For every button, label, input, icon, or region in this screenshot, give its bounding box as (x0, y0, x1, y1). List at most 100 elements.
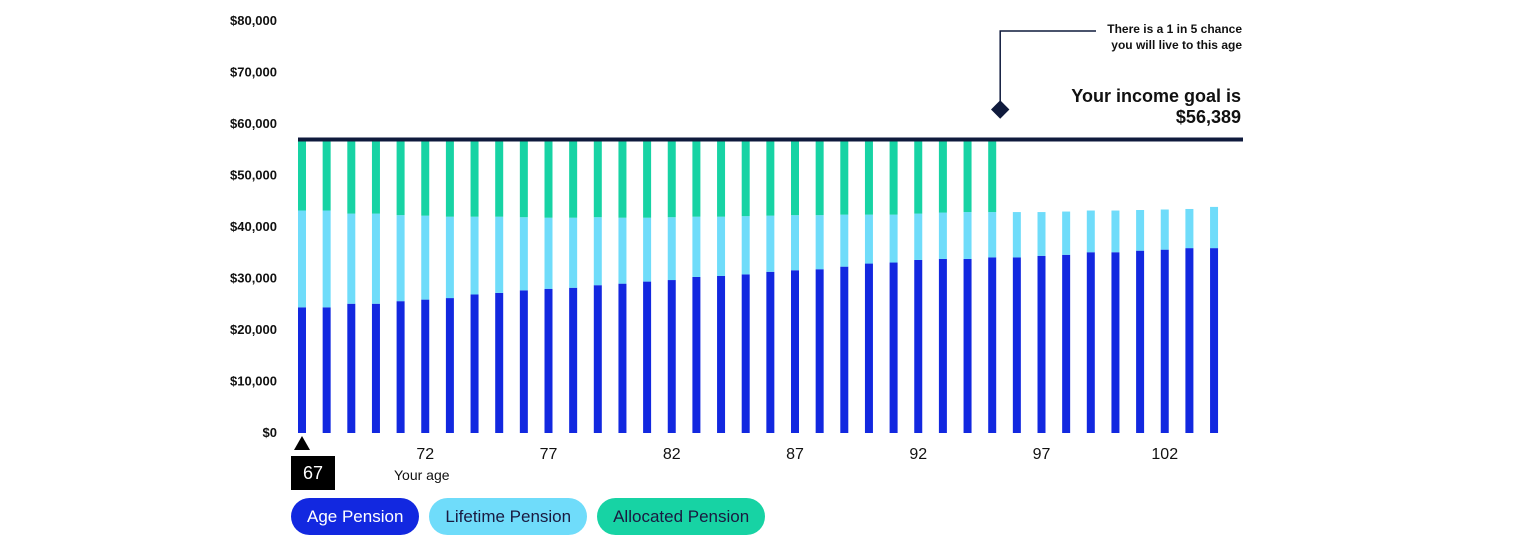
allocated-pension-bar[interactable] (889, 138, 898, 215)
age-pension-bar[interactable] (445, 298, 454, 433)
age-pension-bar[interactable] (815, 269, 824, 433)
allocated-pension-bar[interactable] (445, 138, 454, 217)
lifetime-pension-bar[interactable] (396, 215, 405, 302)
allocated-pension-bar[interactable] (470, 138, 479, 217)
allocated-pension-bar[interactable] (791, 138, 799, 216)
lifetime-pension-bar[interactable] (840, 214, 849, 267)
age-pension-bar[interactable] (889, 262, 898, 433)
allocated-pension-bar[interactable] (519, 138, 528, 218)
lifetime-pension-bar[interactable] (741, 216, 750, 275)
allocated-pension-bar[interactable] (667, 138, 676, 218)
allocated-pension-bar[interactable] (396, 138, 405, 216)
lifetime-pension-bar[interactable] (1136, 210, 1145, 251)
age-pension-bar[interactable] (963, 258, 972, 433)
allocated-pension-bar[interactable] (544, 138, 553, 218)
allocated-pension-bar[interactable] (643, 138, 652, 218)
lifetime-pension-bar[interactable] (519, 217, 528, 291)
age-pension-bar[interactable] (1012, 257, 1021, 433)
lifetime-pension-bar[interactable] (643, 217, 652, 282)
age-pension-bar[interactable] (692, 276, 701, 433)
lifetime-pension-bar[interactable] (717, 216, 726, 276)
age-pension-bar[interactable] (667, 280, 676, 433)
lifetime-pension-bar[interactable] (1160, 209, 1169, 250)
lifetime-pension-bar[interactable] (544, 217, 553, 289)
allocated-pension-bar[interactable] (371, 138, 380, 214)
lifetime-pension-bar[interactable] (988, 212, 997, 258)
lifetime-pension-bar[interactable] (667, 217, 676, 281)
age-pension-bar[interactable] (914, 259, 923, 433)
age-pension-bar[interactable] (495, 292, 504, 433)
lifetime-pension-bar[interactable] (1012, 212, 1021, 258)
lifetime-pension-bar[interactable] (593, 217, 602, 286)
lifetime-pension-bar[interactable] (864, 214, 873, 264)
allocated-pension-bar[interactable] (864, 138, 873, 215)
lifetime-pension-bar[interactable] (1185, 208, 1194, 249)
allocated-pension-bar[interactable] (692, 138, 701, 217)
allocated-pension-bar[interactable] (593, 138, 602, 218)
allocated-pension-bar[interactable] (963, 138, 972, 213)
allocated-pension-bar[interactable] (569, 138, 578, 218)
lifetime-pension-bar[interactable] (963, 212, 972, 259)
allocated-pension-bar[interactable] (347, 138, 356, 214)
allocated-pension-bar[interactable] (766, 138, 775, 216)
allocated-pension-bar[interactable] (495, 139, 504, 217)
age-pension-bar[interactable] (618, 283, 627, 433)
lifetime-pension-bar[interactable] (421, 215, 430, 300)
lifetime-pension-bar[interactable] (914, 213, 923, 260)
life-expectancy-diamond-marker[interactable] (991, 100, 1010, 119)
age-pension-bar[interactable] (396, 301, 405, 433)
age-pension-bar[interactable] (298, 307, 306, 433)
lifetime-pension-bar[interactable] (815, 215, 824, 270)
allocated-pension-bar[interactable] (322, 138, 331, 211)
age-pension-bar[interactable] (1086, 252, 1095, 433)
age-pension-bar[interactable] (470, 294, 479, 433)
lifetime-pension-bar[interactable] (889, 214, 898, 263)
age-pension-bar[interactable] (988, 257, 997, 433)
legend-age-pension-button[interactable]: Age Pension (291, 498, 420, 535)
age-pension-bar[interactable] (1111, 252, 1120, 433)
lifetime-pension-bar[interactable] (618, 217, 627, 284)
lifetime-pension-bar[interactable] (470, 216, 479, 295)
lifetime-pension-bar[interactable] (1037, 212, 1046, 256)
allocated-pension-bar[interactable] (618, 138, 627, 218)
lifetime-pension-bar[interactable] (495, 216, 504, 293)
lifetime-pension-bar[interactable] (766, 215, 775, 272)
lifetime-pension-bar[interactable] (1111, 210, 1120, 253)
age-pension-bar[interactable] (544, 288, 553, 433)
age-pension-bar[interactable] (371, 303, 380, 433)
allocated-pension-bar[interactable] (421, 138, 430, 216)
age-pension-bar[interactable] (569, 287, 578, 433)
age-pension-bar[interactable] (1062, 254, 1071, 433)
age-pension-bar[interactable] (519, 290, 528, 433)
age-pension-bar[interactable] (1210, 248, 1219, 433)
lifetime-pension-bar[interactable] (1086, 210, 1095, 253)
age-pension-bar[interactable] (766, 271, 775, 433)
lifetime-pension-bar[interactable] (791, 215, 799, 271)
allocated-pension-bar[interactable] (914, 138, 923, 214)
age-pension-bar[interactable] (741, 274, 750, 433)
lifetime-pension-bar[interactable] (692, 216, 701, 277)
lifetime-pension-bar[interactable] (1210, 206, 1219, 249)
age-pension-bar[interactable] (1160, 249, 1169, 433)
age-pension-bar[interactable] (322, 307, 331, 433)
allocated-pension-bar[interactable] (717, 138, 726, 217)
age-pension-bar[interactable] (1136, 250, 1145, 433)
age-pension-bar[interactable] (864, 263, 873, 433)
lifetime-pension-bar[interactable] (347, 213, 356, 304)
lifetime-pension-bar[interactable] (938, 212, 947, 259)
allocated-pension-bar[interactable] (938, 138, 947, 213)
allocated-pension-bar[interactable] (840, 138, 849, 215)
allocated-pension-bar[interactable] (988, 138, 997, 213)
age-pension-bar[interactable] (938, 258, 947, 433)
legend-allocated-pension-button[interactable]: Allocated Pension (597, 498, 766, 535)
age-pension-bar[interactable] (717, 275, 726, 433)
age-pension-bar[interactable] (347, 303, 356, 433)
allocated-pension-bar[interactable] (298, 138, 306, 211)
age-pension-bar[interactable] (643, 281, 652, 433)
lifetime-pension-bar[interactable] (298, 210, 306, 308)
allocated-pension-bar[interactable] (741, 138, 750, 217)
age-pension-bar[interactable] (791, 270, 799, 433)
allocated-pension-bar[interactable] (815, 138, 824, 216)
age-pension-bar[interactable] (840, 266, 849, 433)
age-pension-bar[interactable] (1185, 248, 1194, 433)
